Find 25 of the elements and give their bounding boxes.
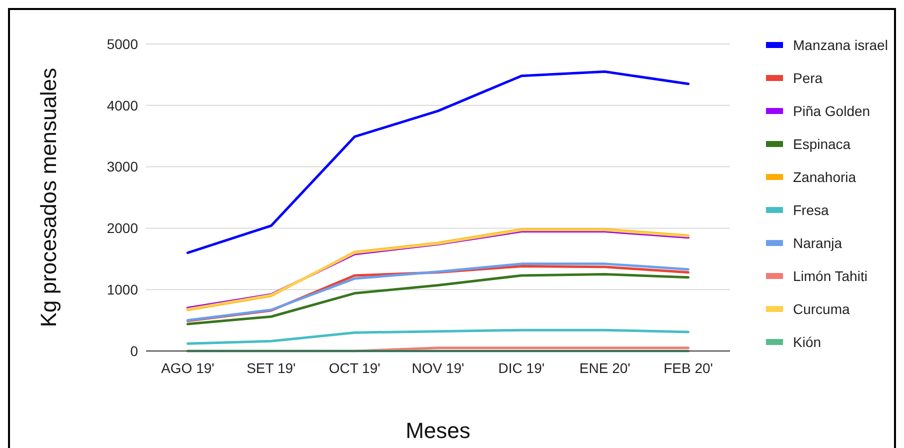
y-tick-label: 2000 — [106, 220, 138, 236]
x-tick-label: SET 19' — [246, 360, 296, 376]
legend-label: Naranja — [793, 234, 842, 251]
legend-label: Pera — [793, 70, 823, 86]
x-tick-label: ENE 20' — [579, 360, 630, 376]
y-axis-title: Kg procesados mensuales — [36, 68, 61, 328]
y-tick-label: 4000 — [106, 97, 138, 114]
x-axis-title: Meses — [406, 418, 470, 443]
x-tick-label: OCT 19' — [328, 360, 380, 376]
x-tick-label: NOV 19' — [412, 360, 464, 376]
y-tick-label: 5000 — [106, 36, 138, 52]
legend-label: Manzana israel — [793, 36, 888, 53]
y-tick-label: 1000 — [106, 282, 138, 298]
x-tick-label: FEB 20' — [664, 360, 713, 376]
legend-label: Curcuma — [793, 300, 850, 317]
legend-label: Piña Golden — [793, 102, 870, 119]
y-tick-label: 3000 — [106, 158, 138, 175]
legend-label: Espinaca — [793, 136, 851, 152]
legend-label: Limón Tahiti — [793, 268, 868, 284]
y-tick-label: 0 — [130, 342, 138, 359]
x-tick-label: DIC 19' — [498, 360, 545, 376]
legend-label: Kión — [793, 334, 822, 350]
legend-label: Fresa — [793, 202, 829, 218]
legend-label: Zanahoria — [793, 168, 856, 185]
x-tick-label: AGO 19' — [161, 360, 214, 376]
